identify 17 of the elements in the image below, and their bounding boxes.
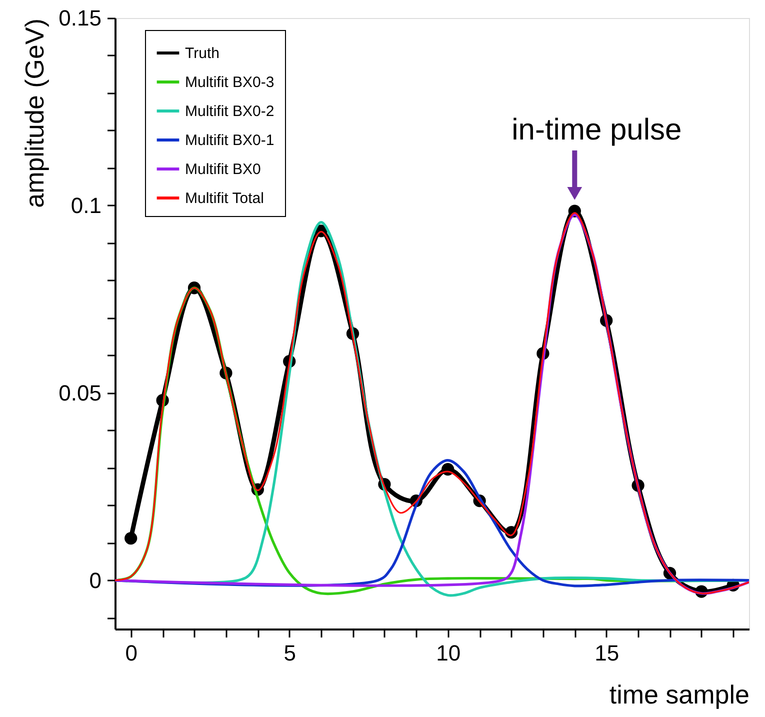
- x-tick-label: 0: [125, 640, 138, 666]
- legend-label: Multifit BX0-3: [185, 74, 274, 91]
- y-tick-label: 0.05: [58, 380, 102, 406]
- x-tick-label: 5: [284, 640, 296, 666]
- legend-label: Multifit BX0-1: [185, 132, 274, 149]
- legend-label: Multifit BX0-2: [185, 103, 274, 120]
- y-tick-label: 0: [89, 568, 102, 593]
- y-tick-label: 0.15: [58, 6, 102, 30]
- legend-label: Multifit BX0: [185, 161, 261, 178]
- y-tick-label: 0.1: [70, 192, 102, 218]
- x-tick-label: 15: [594, 640, 620, 666]
- x-axis-title: time sample: [609, 680, 750, 710]
- legend-label: Multifit Total: [185, 190, 264, 207]
- annotation: in-time pulse: [512, 113, 682, 146]
- x-tick-label: 10: [436, 640, 461, 666]
- y-axis-title: amplitude (GeV): [20, 18, 50, 208]
- legend-label: Truth: [185, 45, 220, 62]
